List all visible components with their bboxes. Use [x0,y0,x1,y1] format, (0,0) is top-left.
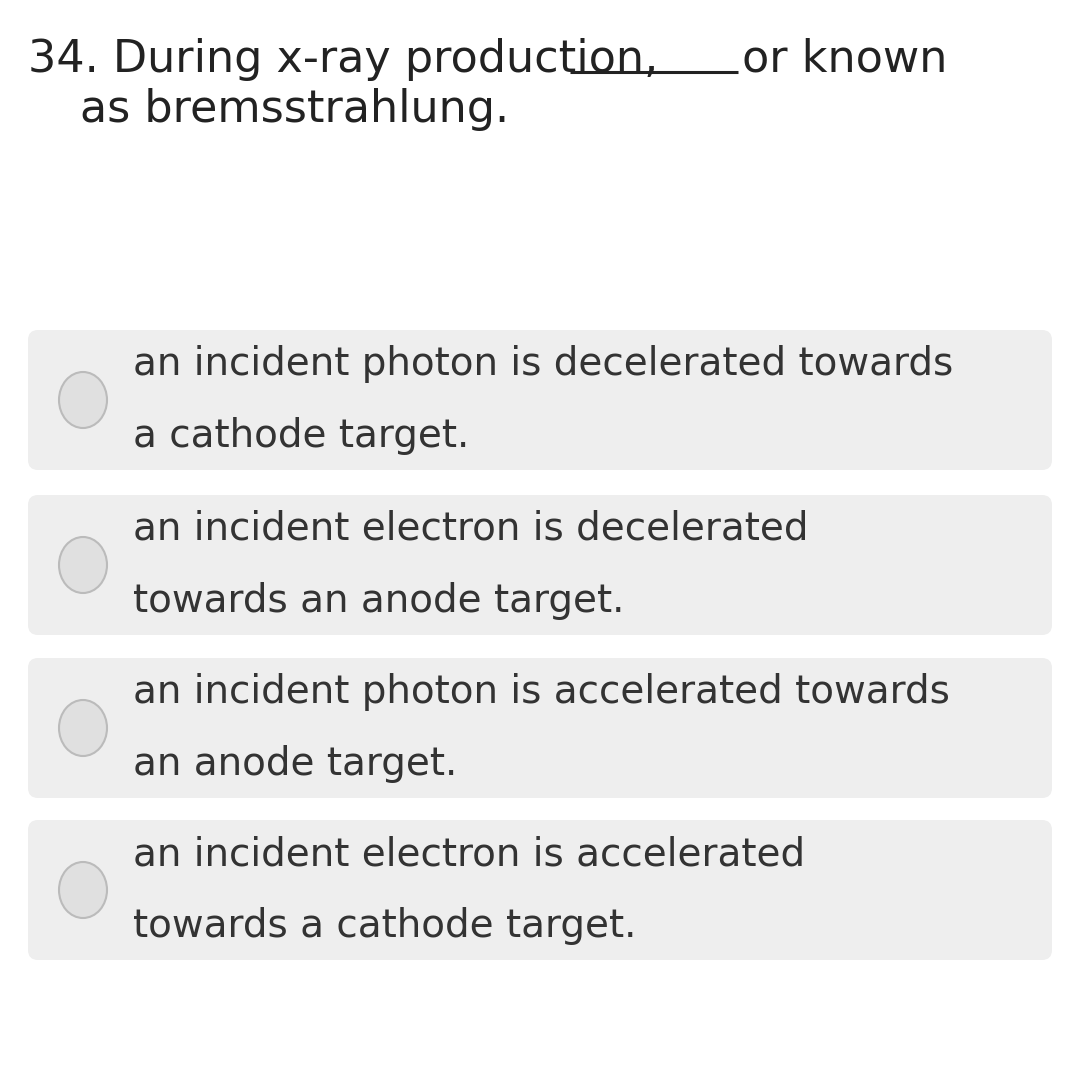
Ellipse shape [59,372,107,428]
Text: an incident electron is decelerated: an incident electron is decelerated [133,510,809,548]
Text: an anode target.: an anode target. [133,746,457,783]
FancyBboxPatch shape [28,495,1052,635]
FancyBboxPatch shape [28,330,1052,470]
Text: an incident electron is accelerated: an incident electron is accelerated [133,835,805,873]
Ellipse shape [59,537,107,593]
Text: a cathode target.: a cathode target. [133,417,470,455]
Text: towards an anode target.: towards an anode target. [133,581,624,620]
Text: as bremsstrahlung.: as bremsstrahlung. [80,88,509,131]
FancyBboxPatch shape [28,820,1052,960]
Ellipse shape [59,862,107,918]
Text: an incident photon is decelerated towards: an incident photon is decelerated toward… [133,345,954,383]
Text: 34. During x-ray production,: 34. During x-ray production, [28,38,658,81]
Text: or known: or known [742,38,947,81]
FancyBboxPatch shape [28,658,1052,798]
Ellipse shape [59,700,107,756]
Text: towards a cathode target.: towards a cathode target. [133,907,636,945]
Text: an incident photon is accelerated towards: an incident photon is accelerated toward… [133,673,950,711]
